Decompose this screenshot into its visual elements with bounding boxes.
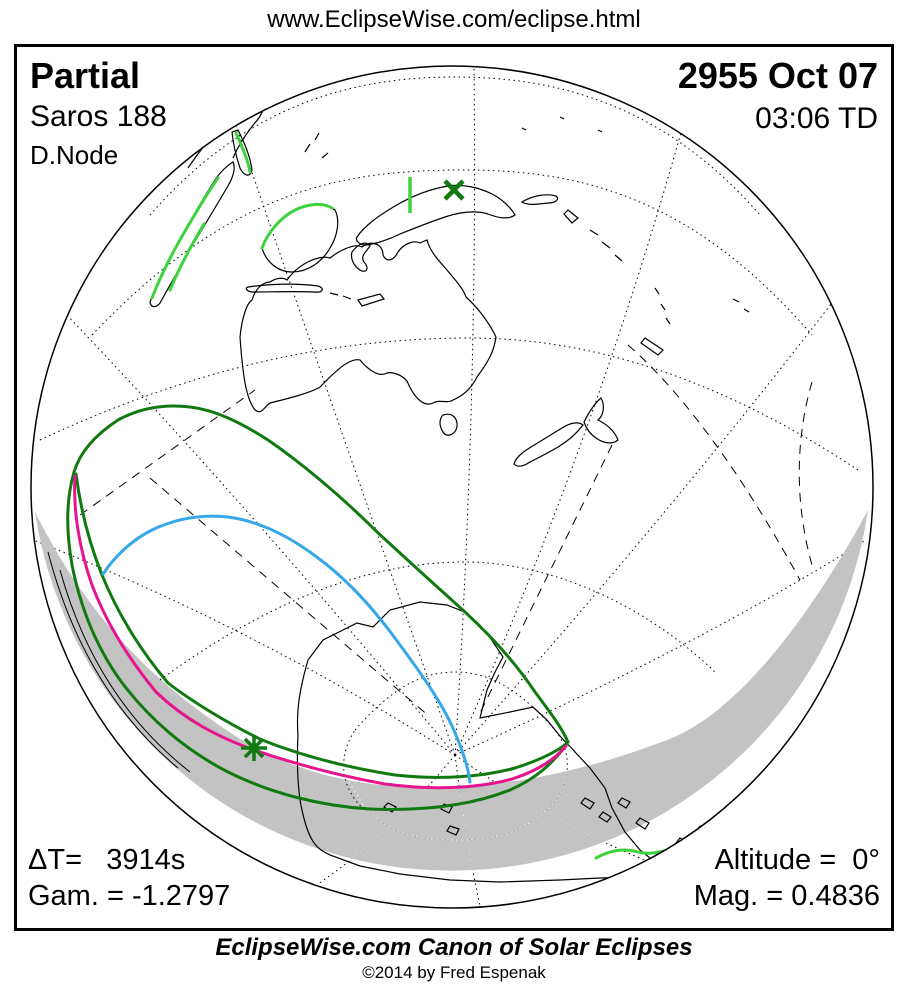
footer-title: EclipseWise.com Canon of Solar Eclipses — [215, 934, 693, 961]
tasmania-coast — [439, 413, 458, 436]
event-markers — [241, 177, 465, 761]
map-frame — [14, 44, 894, 931]
eclipse-loop-green — [66, 404, 570, 811]
dashed-reference-lines — [79, 344, 813, 718]
new-zealand-coast — [583, 397, 619, 444]
gamma-label: Gam. = -1.2797 — [28, 880, 231, 912]
subsolar-point-marker — [443, 179, 465, 201]
australia-coast — [239, 239, 497, 413]
delta-t-label: ΔT= 3914s — [28, 844, 186, 876]
new-guinea-coast — [355, 184, 516, 246]
greatest-eclipse-marker — [241, 735, 267, 761]
footer-copyright: ©2014 by Fred Espenak — [362, 963, 546, 982]
globe-limb — [30, 65, 874, 909]
graticule — [32, 67, 867, 907]
magnitude-label: Mag. = 0.4836 — [693, 880, 880, 912]
node-label: D.Node — [30, 140, 119, 170]
eclipse-type-label: Partial — [30, 55, 141, 96]
eclipse-time-label: 03:06 TD — [755, 102, 878, 135]
twilight-arcs — [47, 551, 191, 773]
page-url-title: www.EclipseWise.com/eclipse.html — [267, 6, 641, 33]
penumbra-limit-blue — [101, 514, 472, 784]
altitude-label: Altitude = 0° — [714, 844, 880, 876]
highlighted-coasts — [150, 131, 666, 860]
saros-label: Saros 188 — [30, 100, 167, 133]
eclipse-date-label: 2955 Oct 07 — [677, 55, 878, 96]
